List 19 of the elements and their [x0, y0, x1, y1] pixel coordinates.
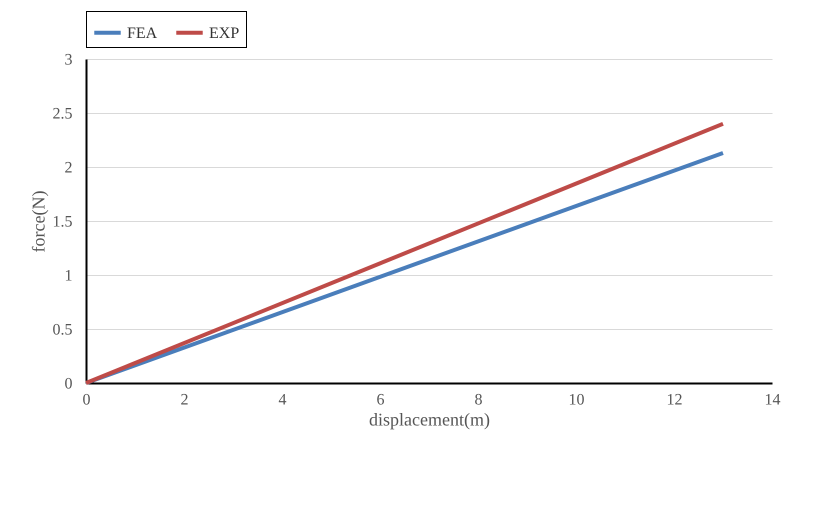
- y-axis-title: force(N): [28, 190, 48, 252]
- x-tick-label: 10: [568, 392, 584, 408]
- x-tick-label: 12: [666, 392, 682, 408]
- y-tick-label: 2.5: [52, 106, 72, 122]
- y-tick-label: 3: [64, 52, 72, 68]
- x-tick-label: 2: [180, 392, 188, 408]
- x-tick-label: 4: [278, 392, 286, 408]
- legend-label: FEA: [127, 24, 158, 42]
- y-tick-label: 2: [64, 160, 72, 176]
- x-tick-label: 14: [764, 392, 780, 408]
- x-tick-label: 6: [376, 392, 384, 408]
- y-tick-label: 1.5: [52, 214, 72, 230]
- x-tick-label: 0: [82, 392, 90, 408]
- x-axis-title: displacement(m): [369, 410, 490, 430]
- legend-label: EXP: [209, 24, 240, 42]
- x-tick-label: 8: [474, 392, 482, 408]
- y-tick-label: 1: [64, 268, 72, 284]
- y-tick-label: 0.5: [52, 322, 72, 338]
- y-tick-label: 0: [64, 376, 72, 392]
